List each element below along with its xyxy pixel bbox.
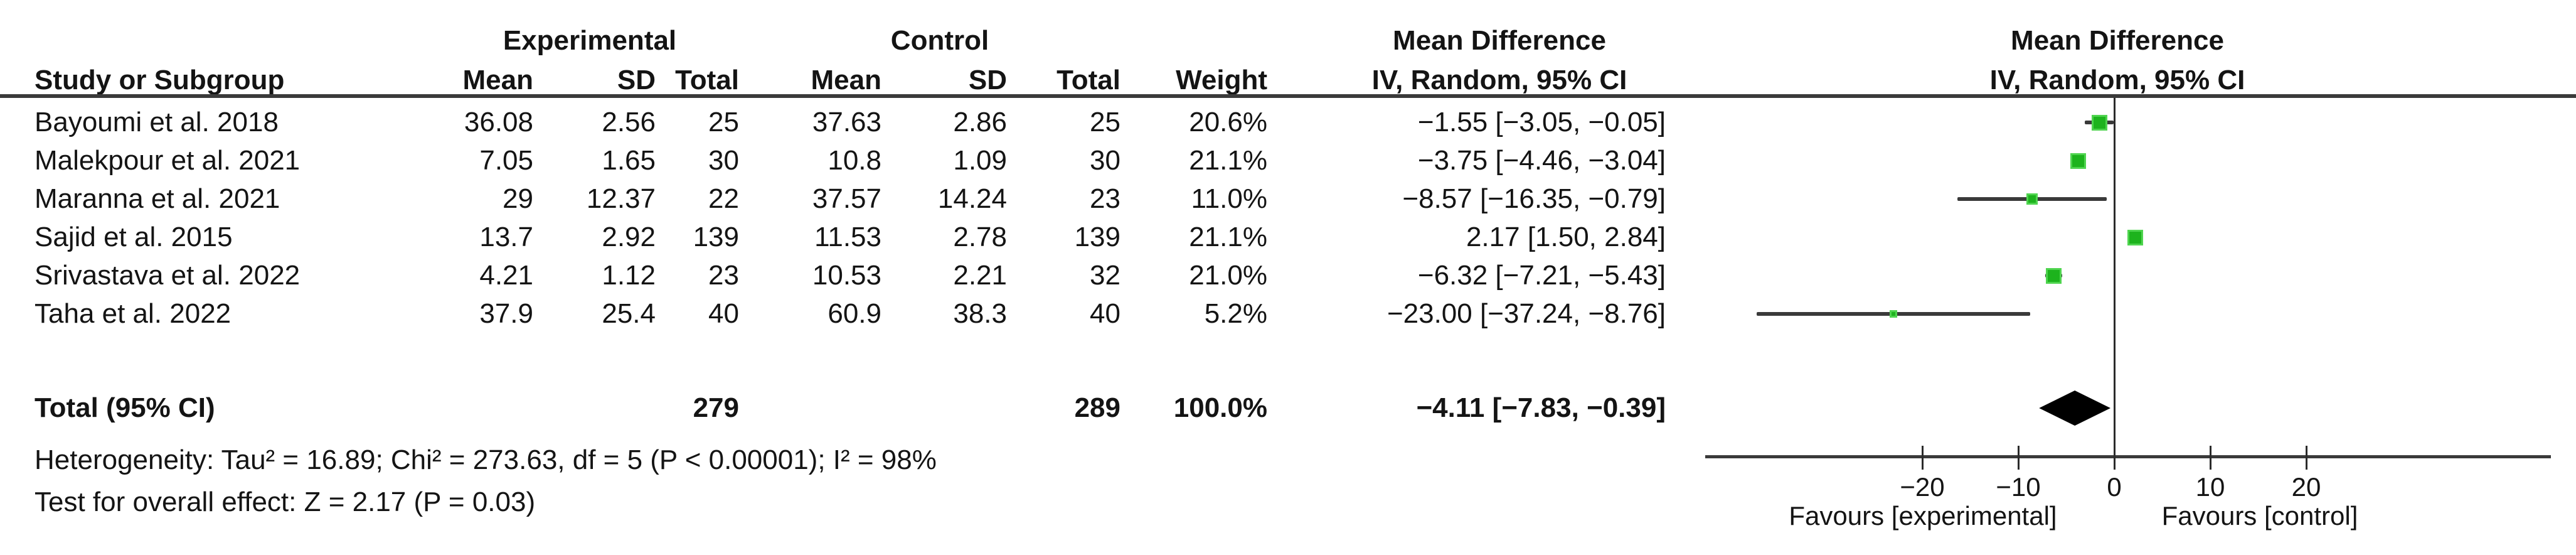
cell-sd_c: 2.78 (953, 222, 1007, 252)
group-header-mean-difference-plot: Mean Difference (2011, 25, 2224, 56)
col-header-study: Study or Subgroup (35, 65, 285, 95)
cell-total_e: 25 (708, 107, 739, 137)
overall-effect-text: Test for overall effect: Z = 2.17 (P = 0… (35, 487, 536, 517)
axis-tick (2305, 446, 2307, 470)
cell-weight: 21.0% (1189, 260, 1267, 291)
axis-tick-label: −10 (1996, 472, 2041, 502)
zero-line (2113, 98, 2116, 456)
cell-mean_c: 11.53 (814, 222, 881, 252)
group-header-experimental: Experimental (503, 25, 677, 56)
x-axis-line (1705, 455, 2551, 458)
col-header-total-exp: Total (675, 65, 739, 95)
cell-mean_e: 29 (503, 183, 533, 214)
effect-marker (1890, 310, 1898, 318)
effect-marker (2026, 193, 2038, 205)
cell-weight: 20.6% (1189, 107, 1267, 137)
cell-ci_text: −23.00 [−37.24, −8.76] (1386, 298, 1666, 329)
axis-tick-label: 20 (2291, 472, 2321, 502)
cell-sd_c: 14.24 (937, 183, 1007, 214)
col-header-weight: Weight (1176, 65, 1267, 95)
cell-mean_e: 36.08 (464, 107, 533, 137)
total-weight: 100.0% (1173, 392, 1267, 423)
effect-marker (2127, 229, 2143, 245)
total-ci-text: −4.11 [−7.83, −0.39] (1416, 392, 1666, 423)
cell-ci_text: −3.75 [−4.46, −3.04] (1417, 145, 1666, 176)
cell-mean_c: 10.53 (812, 260, 881, 291)
effect-marker (2091, 114, 2107, 131)
cell-sd_c: 2.86 (953, 107, 1007, 137)
total-row-label: Total (95% CI) (35, 392, 215, 423)
cell-total_e: 139 (693, 222, 739, 252)
col-header-sd-exp: SD (617, 65, 656, 95)
axis-tick-label: 0 (2107, 472, 2122, 502)
axis-tick (2209, 446, 2211, 470)
col-header-iv-text: IV, Random, 95% CI (1371, 65, 1627, 95)
cell-ci_text: −8.57 [−16.35, −0.79] (1402, 183, 1666, 214)
cell-sd_e: 2.92 (602, 222, 656, 252)
cell-total_c: 32 (1090, 260, 1120, 291)
cell-sd_e: 12.37 (586, 183, 656, 214)
cell-total_c: 30 (1090, 145, 1120, 176)
cell-total_e: 30 (708, 145, 739, 176)
cell-total_c: 23 (1090, 183, 1120, 214)
effect-marker (2045, 267, 2062, 284)
cell-ci_text: 2.17 [1.50, 2.84] (1466, 222, 1666, 252)
axis-tick (1921, 446, 1924, 470)
col-header-sd-ctrl: SD (968, 65, 1007, 95)
cell-sd_e: 1.65 (602, 145, 656, 176)
cell-mean_e: 7.05 (479, 145, 533, 176)
col-header-iv-plot: IV, Random, 95% CI (1989, 65, 2245, 95)
study-name: Taha et al. 2022 (35, 298, 232, 329)
axis-tick-label: −20 (1900, 472, 1945, 502)
axis-tick (2113, 446, 2116, 470)
group-header-mean-difference-text: Mean Difference (1393, 25, 1606, 56)
cell-total_e: 40 (708, 298, 739, 329)
study-name: Bayoumi et al. 2018 (35, 107, 279, 137)
cell-total_c: 139 (1074, 222, 1120, 252)
cell-sd_e: 2.56 (602, 107, 656, 137)
favours-experimental-label: Favours [experimental] (1789, 501, 2057, 531)
cell-mean_c: 60.9 (828, 298, 881, 329)
header-separator-line (0, 94, 2576, 98)
study-name: Srivastava et al. 2022 (35, 260, 301, 291)
group-header-control: Control (890, 25, 989, 56)
cell-mean_e: 4.21 (479, 260, 533, 291)
cell-sd_c: 38.3 (953, 298, 1007, 329)
col-header-mean-ctrl: Mean (811, 65, 881, 95)
cell-sd_c: 2.21 (953, 260, 1007, 291)
cell-ci_text: −6.32 [−7.21, −5.43] (1417, 260, 1666, 291)
cell-total_c: 25 (1090, 107, 1120, 137)
cell-weight: 21.1% (1189, 222, 1267, 252)
cell-sd_c: 1.09 (953, 145, 1007, 176)
cell-mean_e: 13.7 (479, 222, 533, 252)
heterogeneity-text: Heterogeneity: Tau² = 16.89; Chi² = 273.… (35, 445, 937, 475)
pooled-diamond (2039, 391, 2111, 426)
cell-total_e: 23 (708, 260, 739, 291)
cell-ci_text: −1.55 [−3.05, −0.05] (1417, 107, 1666, 137)
favours-control-label: Favours [control] (2161, 501, 2358, 531)
cell-mean_c: 37.57 (812, 183, 881, 214)
cell-mean_e: 37.9 (479, 298, 533, 329)
cell-total_c: 40 (1090, 298, 1120, 329)
cell-total_e: 22 (708, 183, 739, 214)
effect-marker (2070, 153, 2087, 169)
total-ctrl-n: 289 (1074, 392, 1120, 423)
cell-weight: 21.1% (1189, 145, 1267, 176)
cell-sd_e: 25.4 (602, 298, 656, 329)
cell-weight: 5.2% (1204, 298, 1267, 329)
col-header-mean-exp: Mean (462, 65, 533, 95)
total-exp-n: 279 (693, 392, 739, 423)
study-name: Maranna et al. 2021 (35, 183, 280, 214)
cell-weight: 11.0% (1191, 183, 1268, 214)
col-header-total-ctrl: Total (1056, 65, 1120, 95)
cell-sd_e: 1.12 (602, 260, 656, 291)
study-name: Malekpour et al. 2021 (35, 145, 301, 176)
cell-mean_c: 37.63 (812, 107, 881, 137)
axis-tick (2017, 446, 2020, 470)
axis-tick-label: 10 (2195, 472, 2225, 502)
study-name: Sajid et al. 2015 (35, 222, 233, 252)
cell-mean_c: 10.8 (828, 145, 881, 176)
